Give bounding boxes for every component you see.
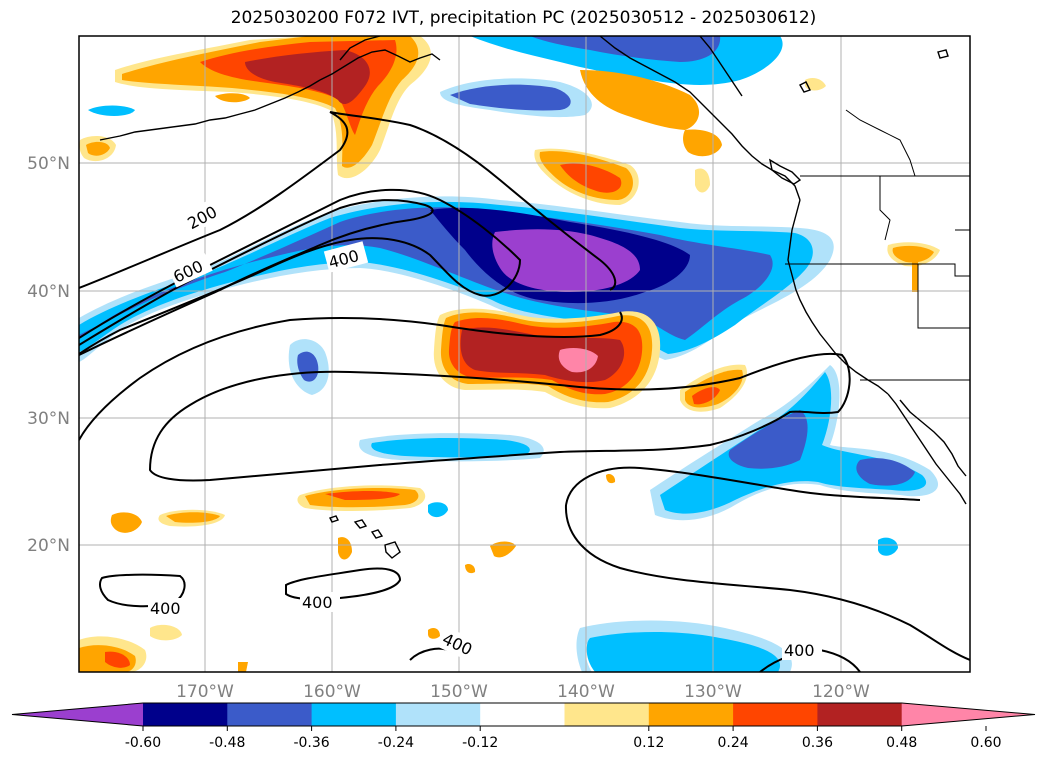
lon-label-150w: 150°W: [430, 682, 488, 702]
shade-pos-sub2-orange: [166, 512, 220, 523]
colorbar-extend-min: [12, 703, 143, 726]
shade-pos-main-pink: [558, 348, 598, 373]
lat-label-20n: 20°N: [27, 536, 70, 556]
colorbar-segment: [733, 703, 818, 726]
lat-label-40n: 40°N: [27, 282, 70, 302]
shade-neg-north-blue: [450, 84, 571, 111]
colorbar-segment: [311, 703, 397, 726]
shade-pos-sub3: [110, 512, 142, 533]
map-fields: 200 600 400 400 400 400 400: [79, 36, 970, 672]
contour-label-400-b: 400: [150, 599, 181, 618]
shade-pos-right-orange: [892, 245, 934, 263]
lon-label-170w: 170°W: [176, 682, 234, 702]
colorbar-tick-label: 0.12: [633, 735, 664, 751]
colorbar-tick-label: -0.60: [125, 735, 161, 751]
shade-pos-sub7: [606, 473, 616, 484]
colorbar-tick-label: 0.60: [970, 735, 1001, 751]
colorbar-segment: [648, 703, 734, 726]
shade-neg-small2: [878, 537, 898, 556]
shade-neg-subtrop-cyan: [371, 438, 530, 458]
shade-pos-gulf-red: [560, 163, 622, 193]
colorbar-segment: [480, 703, 565, 726]
map-frame: [78, 35, 971, 673]
contour-label-400-e: 400: [784, 641, 815, 660]
colorbar-tick-label: -0.36: [293, 735, 329, 751]
shade-pos-small-alaska: [215, 93, 250, 103]
shade-pos-sub1-red: [325, 491, 400, 500]
shade-pos-coast-small2: [805, 78, 826, 91]
colorbar: -0.60 -0.48 -0.36 -0.24 -0.12 0.12 0.24 0.36 0.4…: [11, 702, 1036, 751]
political-borders: [785, 109, 970, 381]
shade-pos-coast-nw2: [683, 129, 722, 157]
shade-pos-coast-small: [695, 168, 710, 193]
colorbar-segment: [143, 703, 228, 726]
shade-pos-right-tail: [912, 262, 918, 292]
colorbar-tick-label: -0.12: [462, 735, 498, 751]
shade-neg-bottom-light: [576, 620, 792, 672]
map-gridlines: [79, 36, 970, 672]
colorbar-segment: [564, 703, 650, 726]
lon-label-140w: 140°W: [557, 682, 615, 702]
shade-neg-core-purple: [492, 229, 640, 292]
lon-label-160w: 160°W: [303, 682, 361, 702]
shade-pos-bottom-left-red: [105, 651, 130, 668]
lat-label-50n: 50°N: [27, 154, 70, 174]
map-title: 2025030200 F072 IVT, precipitation PC (2…: [230, 8, 817, 28]
colorbar-segment: [395, 703, 481, 726]
colorbar-segment: [227, 703, 313, 726]
lon-label-130w: 130°W: [684, 682, 742, 702]
shade-pos-bottom-small2: [428, 628, 440, 639]
shade-neg-mid-blob-blue: [297, 351, 319, 382]
coastlines: [99, 36, 967, 559]
colorbar-tick-label: 0.36: [802, 735, 833, 751]
lat-label-30n: 30°N: [27, 409, 70, 429]
shade-pos-bottom-small3: [238, 662, 248, 672]
shade-neg-west-blob: [88, 105, 135, 116]
longitude-labels: 170°W 160°W 150°W 140°W 130°W 120°W: [176, 682, 870, 702]
shade-pos-sub4: [338, 537, 352, 560]
shade-pos-alaska-dark: [245, 50, 370, 105]
contour-label-400-c: 400: [302, 593, 333, 612]
shade-neg-se-blue: [728, 410, 808, 469]
lon-label-120w: 120°W: [812, 682, 870, 702]
colorbar-extend-max: [901, 703, 1035, 726]
shade-neg-small1: [428, 502, 448, 518]
colorbar-tick-label: 0.48: [886, 735, 917, 751]
colorbar-tick-label: 0.24: [718, 735, 749, 751]
colorbar-segment: [817, 703, 903, 726]
colorbar-tick-label: -0.24: [378, 735, 414, 751]
shade-neg-se-blue2: [856, 458, 915, 486]
shade-neg-top-blue: [530, 36, 721, 62]
colorbar-tick-label: -0.48: [209, 735, 245, 751]
shade-pos-coast-nw: [580, 70, 700, 130]
shade-pos-left1b: [86, 141, 110, 156]
latitude-labels: 50°N 40°N 30°N 20°N: [27, 154, 70, 556]
shade-pos-sub6: [465, 563, 476, 574]
shade-pos-bottom-small: [150, 624, 182, 641]
